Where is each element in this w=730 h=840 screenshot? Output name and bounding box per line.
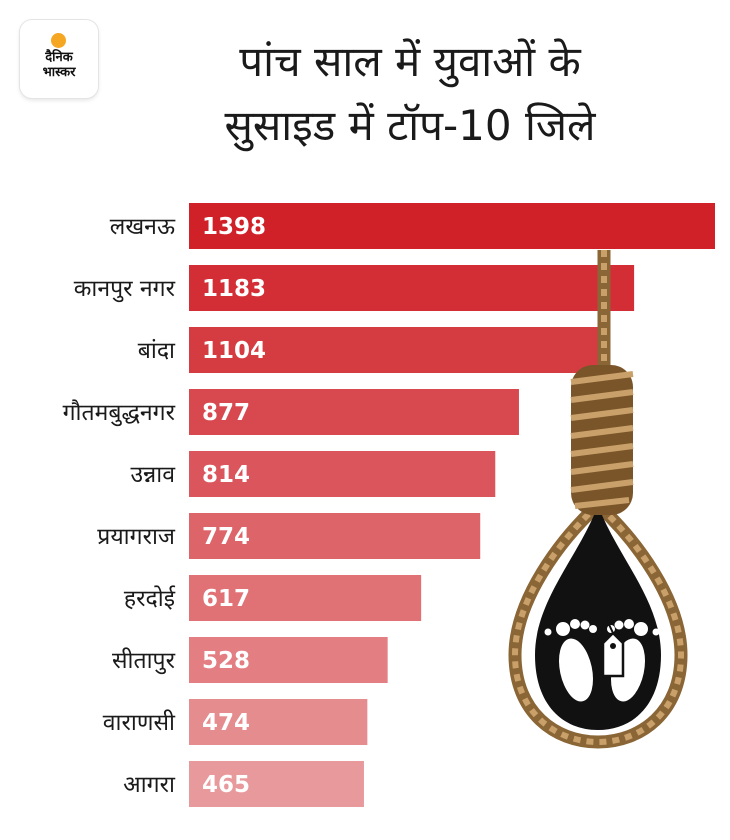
bar-4 (189, 389, 519, 435)
bar-3 (189, 327, 605, 373)
value-label-4: 877 (202, 400, 250, 426)
dainik-bhaskar-logo: दैनिक भास्कर (20, 20, 98, 98)
category-label-4: गौतमबुद्धनगर (63, 399, 176, 427)
bar-5 (189, 451, 496, 497)
bar-7 (189, 575, 422, 621)
value-label-2: 1183 (202, 276, 266, 302)
logo-text-line1: दैनिक (45, 50, 73, 65)
category-label-1: लखनऊ (110, 214, 176, 240)
chart-title-line2: सुसाइड में टॉप-10 जिले (224, 101, 596, 150)
value-label-8: 528 (202, 648, 250, 674)
category-label-10: आगरा (123, 772, 176, 798)
value-label-10: 465 (202, 772, 250, 798)
value-label-5: 814 (202, 462, 250, 488)
logo-text-line2: भास्कर (42, 65, 76, 80)
bar-2 (189, 265, 635, 311)
value-label-1: 1398 (202, 214, 266, 240)
chart-title-line1: पांच साल में युवाओं के (239, 37, 581, 86)
noose-icon (508, 250, 688, 749)
value-label-3: 1104 (202, 338, 266, 364)
sun-icon (51, 33, 66, 48)
category-label-3: बांदा (138, 338, 176, 364)
category-label-6: प्रयागराज (97, 524, 176, 550)
value-label-7: 617 (202, 586, 250, 612)
bar-1 (189, 203, 715, 249)
bar-8 (189, 637, 388, 683)
bar-6 (189, 513, 481, 559)
bar-9 (189, 699, 368, 745)
bar-10 (189, 761, 364, 807)
tag-icon (601, 617, 625, 678)
category-label-9: वाराणसी (103, 709, 176, 736)
category-label-2: कानपुर नगर (74, 276, 176, 303)
category-label-8: सीतापुर (112, 647, 176, 675)
category-label-7: हरदोई (124, 585, 176, 612)
category-label-5: उन्नाव (131, 462, 177, 488)
value-label-9: 474 (202, 710, 250, 736)
value-label-6: 774 (202, 524, 250, 550)
